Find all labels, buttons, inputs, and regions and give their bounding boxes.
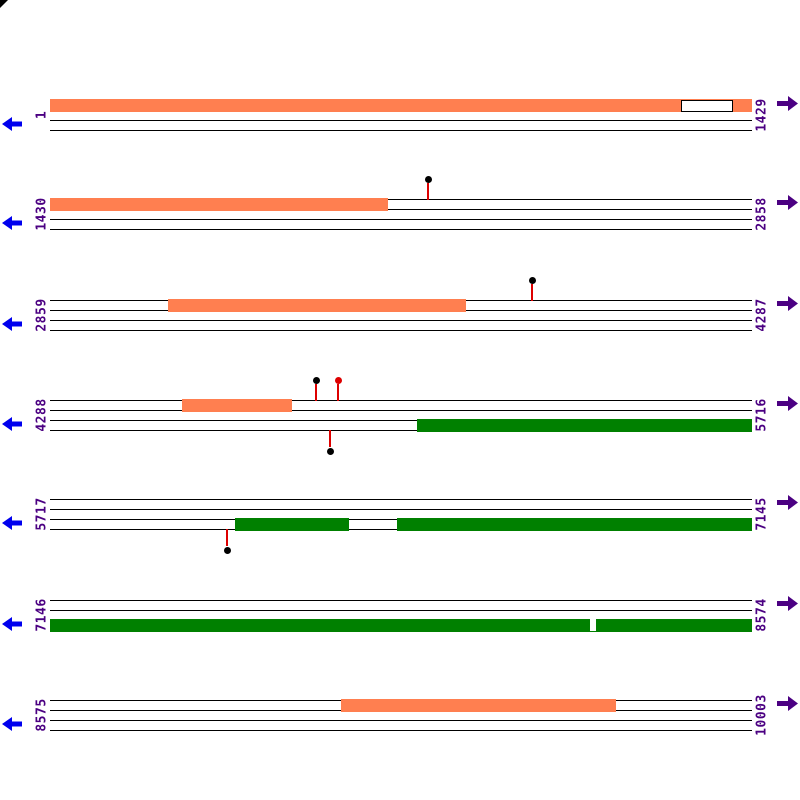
lollipop-stick — [531, 284, 533, 301]
reverse-feature-bar[interactable] — [397, 517, 752, 531]
track-line — [50, 410, 752, 412]
reverse-feature-bar[interactable] — [417, 418, 752, 432]
forward-feature-bar[interactable] — [50, 98, 752, 112]
track-line — [50, 499, 752, 501]
lollipop-marker-icon[interactable] — [528, 276, 536, 284]
right-arrow-icon[interactable] — [777, 195, 798, 210]
right-arrow-icon[interactable] — [777, 696, 798, 711]
row-end-position-label: 7145 — [754, 497, 770, 531]
track-line — [50, 420, 752, 422]
track-line — [50, 320, 752, 322]
forward-feature-bar[interactable] — [168, 298, 466, 312]
track-line — [50, 229, 752, 231]
row-start-position-label: 4288 — [34, 398, 50, 432]
row-start-position-label: 2859 — [34, 298, 50, 332]
track-line — [50, 509, 752, 511]
right-arrow-icon[interactable] — [777, 396, 798, 411]
lollipop-stick — [226, 529, 228, 546]
track-line — [50, 199, 752, 201]
track-line — [50, 400, 752, 402]
lollipop-stick — [329, 430, 331, 447]
corner-mark — [0, 0, 8, 8]
right-arrow-icon[interactable] — [777, 596, 798, 611]
lollipop-marker-icon[interactable] — [424, 175, 432, 183]
lollipop-stick — [427, 183, 429, 200]
lollipop-stick — [337, 384, 339, 401]
row-start-position-label: 5717 — [34, 497, 50, 531]
track-line — [50, 430, 752, 432]
row-start-position-label: 7146 — [34, 598, 50, 632]
row-end-position-label: 2858 — [754, 197, 770, 231]
left-arrow-icon[interactable] — [2, 117, 22, 131]
right-arrow-icon[interactable] — [777, 96, 798, 111]
track-line — [50, 610, 752, 612]
forward-feature-bar[interactable] — [341, 698, 616, 712]
forward-feature-bar[interactable] — [182, 398, 292, 412]
row-start-position-label: 8575 — [34, 698, 50, 732]
right-arrow-icon[interactable] — [777, 296, 798, 311]
left-arrow-icon[interactable] — [2, 516, 22, 530]
track-line — [50, 219, 752, 221]
left-arrow-icon[interactable] — [2, 216, 22, 230]
left-arrow-icon[interactable] — [2, 317, 22, 331]
feature-gap — [681, 100, 733, 112]
row-start-position-label: 1430 — [34, 197, 50, 231]
forward-feature-bar[interactable] — [50, 197, 388, 211]
reverse-feature-bar[interactable] — [235, 517, 349, 531]
track-line — [50, 209, 752, 211]
track-line — [50, 120, 752, 122]
left-arrow-icon[interactable] — [2, 717, 22, 731]
reverse-feature-bar[interactable] — [50, 618, 752, 632]
track-line — [50, 730, 752, 732]
row-start-position-label: 1 — [34, 110, 50, 120]
feature-gap — [590, 619, 596, 631]
row-end-position-label: 10003 — [754, 694, 770, 736]
right-arrow-icon[interactable] — [777, 495, 798, 510]
track-line — [50, 600, 752, 602]
track-line — [50, 130, 752, 132]
row-end-position-label: 5716 — [754, 398, 770, 432]
lollipop-stick — [315, 384, 317, 401]
row-end-position-label: 1429 — [754, 98, 770, 132]
row-end-position-label: 8574 — [754, 598, 770, 632]
lollipop-marker-icon[interactable] — [326, 447, 334, 455]
lollipop-marker-icon[interactable] — [223, 546, 231, 554]
track-line — [50, 720, 752, 722]
track-line — [50, 330, 752, 332]
lollipop-marker-icon[interactable] — [334, 376, 342, 384]
left-arrow-icon[interactable] — [2, 617, 22, 631]
row-end-position-label: 4287 — [754, 298, 770, 332]
left-arrow-icon[interactable] — [2, 417, 22, 431]
lollipop-marker-icon[interactable] — [312, 376, 320, 384]
